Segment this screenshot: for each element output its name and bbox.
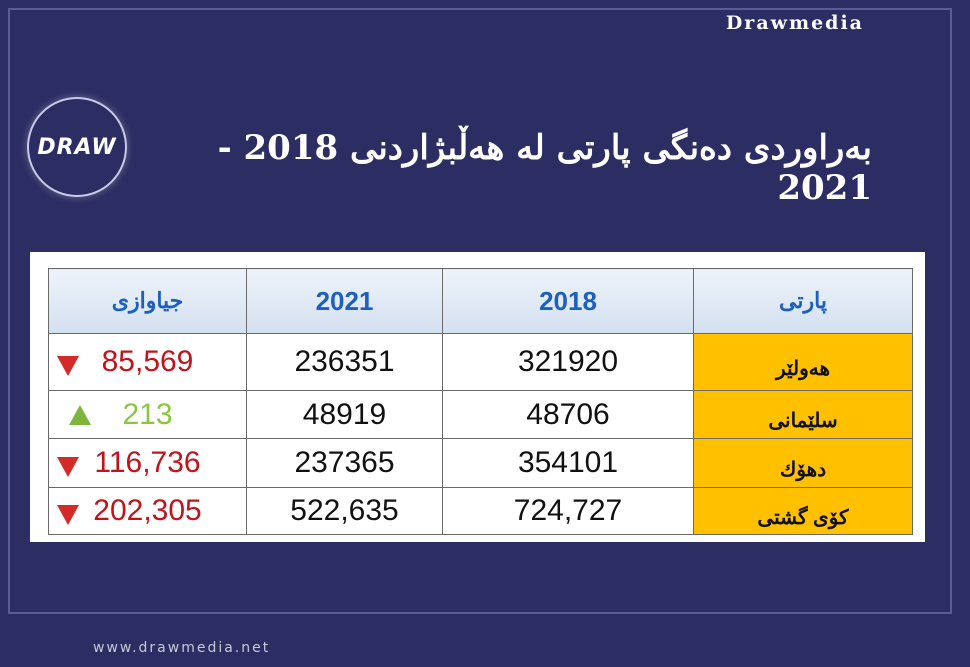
diff-cell: 202,305 — [48, 487, 247, 535]
logo: DRAW — [27, 97, 127, 197]
value-2021: 522,635 — [246, 487, 443, 535]
header-cell: 2021 — [246, 268, 443, 334]
value-2018: 354101 — [442, 438, 694, 488]
title: بەراوردی دەنگی پارتی لە هەڵبژاردنی 2018 … — [217, 128, 872, 208]
footer: www.drawmedia.net — [93, 640, 271, 656]
diff-cell: 116,736 — [48, 438, 247, 488]
diff-cell: 85,569 — [48, 333, 247, 391]
logo-text: DRAW — [37, 134, 117, 160]
party-name: کۆی گشتی — [693, 487, 913, 535]
diff-value: 85,569 — [101, 345, 194, 378]
diff-value: 202,305 — [93, 494, 202, 527]
party-name: دهۆك — [693, 438, 913, 488]
frame — [8, 8, 952, 614]
value-2021: 237365 — [246, 438, 443, 488]
value-2018: 48706 — [442, 390, 694, 439]
body-row: 116,736 237365 354101 دهۆك — [48, 438, 913, 488]
value-2018: 724,727 — [442, 487, 694, 535]
diff-value: 213 — [122, 397, 173, 431]
header-cell: جیاوازی — [48, 268, 247, 334]
brand: Drawmedia — [717, 12, 872, 34]
diff-value: 116,736 — [94, 446, 201, 479]
body-row: 85,569 236351 321920 هەولێر — [48, 333, 913, 391]
body-row: 202,305 522,635 724,727 کۆی گشتی — [48, 487, 913, 535]
trend-arrow — [57, 356, 79, 376]
diff-cell: 213 — [48, 390, 247, 439]
value-2021: 48919 — [246, 390, 443, 439]
party-name: هەولێر — [693, 333, 913, 391]
header-row: جیاوازی 2021 2018 پارتی — [48, 268, 913, 334]
trend-arrow — [57, 457, 79, 477]
trend-arrow — [69, 404, 91, 425]
header-cell: 2018 — [442, 268, 694, 334]
value-2021: 236351 — [246, 333, 443, 391]
body-row: 213 48919 48706 سلێمانی — [48, 390, 913, 439]
table: جیاوازی 2021 2018 پارتی 85,569 236351 321920 هە… — [48, 268, 913, 535]
value-2018: 321920 — [442, 333, 694, 391]
party-name: سلێمانی — [693, 390, 913, 439]
table-board: جیاوازی 2021 2018 پارتی 85,569 236351 321920 هە… — [30, 252, 925, 542]
header-cell: پارتی — [693, 268, 913, 334]
trend-arrow — [57, 505, 79, 525]
